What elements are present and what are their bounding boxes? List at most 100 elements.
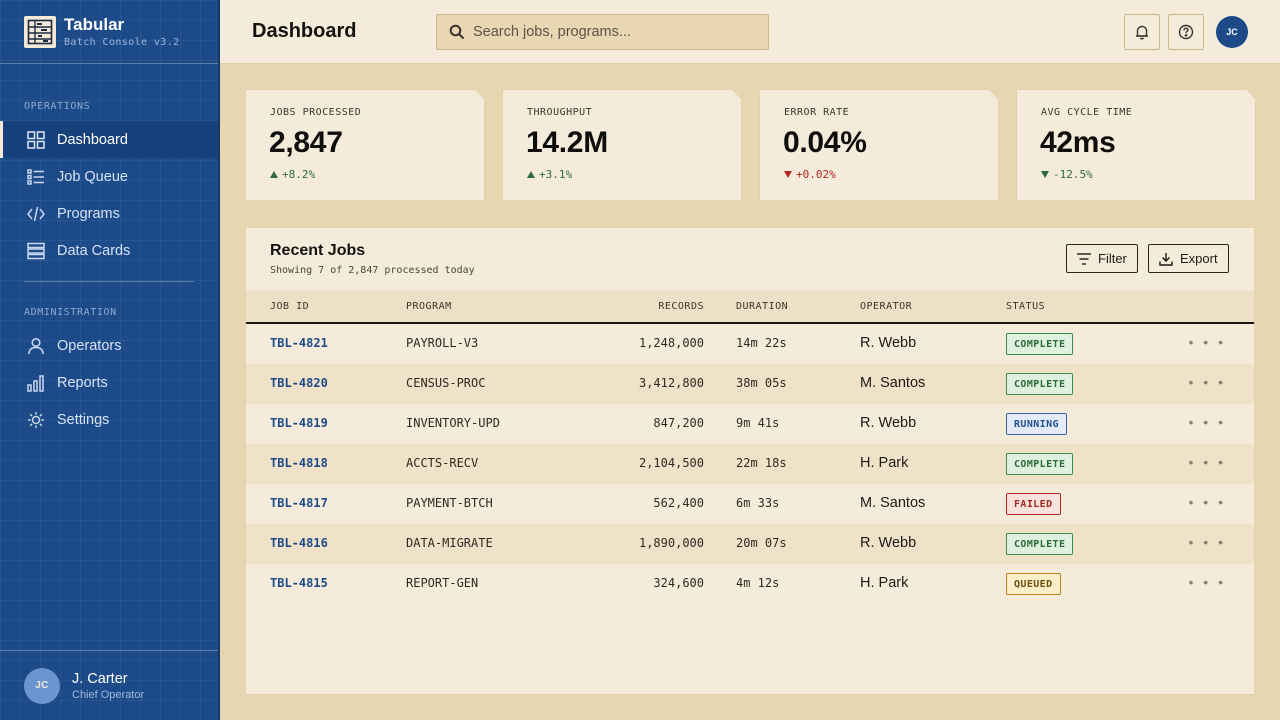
operator-cell: H. Park bbox=[860, 455, 909, 471]
list-icon bbox=[26, 167, 46, 187]
panel-subtitle: Showing 7 of 2,847 processed today bbox=[270, 265, 475, 276]
sidebar-item-programs[interactable]: Programs bbox=[0, 195, 218, 232]
program-cell: ACCTS-RECV bbox=[406, 456, 479, 470]
gear-icon bbox=[26, 410, 46, 430]
recent-jobs-panel: Recent Jobs Showing 7 of 2,847 processed… bbox=[245, 227, 1255, 695]
more-actions-icon[interactable]: • • • bbox=[1188, 534, 1226, 550]
search-input[interactable] bbox=[473, 24, 753, 40]
operator-cell: R. Webb bbox=[860, 335, 917, 351]
notifications-button[interactable] bbox=[1124, 14, 1160, 50]
sidebar-item-data-cards[interactable]: Data Cards bbox=[0, 232, 218, 269]
records-cell: 1,248,000 bbox=[638, 336, 704, 350]
operator-cell: H. Park bbox=[860, 575, 909, 591]
arrow-down-icon bbox=[784, 168, 792, 181]
page-title: Dashboard bbox=[252, 20, 357, 42]
column-header-status[interactable]: STATUS bbox=[1006, 301, 1046, 312]
table-row[interactable]: TBL-4819 INVENTORY-UPD 847,200 9m 41s R.… bbox=[246, 404, 1254, 444]
arrow-down-icon bbox=[1041, 168, 1049, 181]
stat-delta-value: +8.2% bbox=[282, 168, 316, 181]
operator-cell: R. Webb bbox=[860, 535, 917, 551]
stat-delta: -12.5% bbox=[1041, 168, 1093, 181]
job-id-link[interactable]: TBL-4815 bbox=[270, 576, 328, 590]
table-row[interactable]: TBL-4815 REPORT-GEN 324,600 4m 12s H. Pa… bbox=[246, 564, 1254, 604]
stat-card-error-rate: ERROR RATE 0.04% +0.02% bbox=[759, 89, 999, 201]
more-actions-icon[interactable]: • • • bbox=[1188, 414, 1226, 430]
records-cell: 1,890,000 bbox=[638, 536, 704, 550]
job-id-link[interactable]: TBL-4820 bbox=[270, 376, 328, 390]
status-badge: COMPLETE bbox=[1006, 373, 1074, 395]
filter-button[interactable]: Filter bbox=[1066, 244, 1138, 273]
current-user[interactable]: JC J. Carter Chief Operator bbox=[0, 650, 218, 720]
column-header-job-id[interactable]: JOB ID bbox=[270, 301, 310, 312]
job-id-link[interactable]: TBL-4816 bbox=[270, 536, 328, 550]
job-id-link[interactable]: TBL-4821 bbox=[270, 336, 328, 350]
column-header-records[interactable]: RECORDS bbox=[658, 301, 704, 312]
status-badge: FAILED bbox=[1006, 493, 1061, 515]
help-button[interactable] bbox=[1168, 14, 1204, 50]
status-badge: QUEUED bbox=[1006, 573, 1061, 595]
duration-cell: 6m 33s bbox=[736, 496, 780, 510]
job-id-link[interactable]: TBL-4817 bbox=[270, 496, 328, 510]
table-header: JOB ID PROGRAM RECORDS DURATION OPERATOR… bbox=[246, 291, 1254, 324]
database-icon bbox=[26, 241, 46, 261]
column-header-program[interactable]: PROGRAM bbox=[406, 301, 452, 312]
table-row[interactable]: TBL-4816 DATA-MIGRATE 1,890,000 20m 07s … bbox=[246, 524, 1254, 564]
top-header: Dashboard JC bbox=[220, 0, 1280, 64]
search-bar[interactable] bbox=[436, 14, 769, 50]
column-header-operator[interactable]: OPERATOR bbox=[860, 301, 913, 312]
sidebar-item-dashboard[interactable]: Dashboard bbox=[0, 121, 218, 158]
sidebar-item-job-queue[interactable]: Job Queue bbox=[0, 158, 218, 195]
tabular-logo-icon bbox=[24, 15, 56, 48]
program-cell: PAYROLL-V3 bbox=[406, 336, 479, 350]
code-icon bbox=[26, 204, 46, 224]
duration-cell: 4m 12s bbox=[736, 576, 780, 590]
status-badge: COMPLETE bbox=[1006, 533, 1074, 555]
program-cell: CENSUS-PROC bbox=[406, 376, 486, 390]
table-row[interactable]: TBL-4817 PAYMENT-BTCH 562,400 6m 33s M. … bbox=[246, 484, 1254, 524]
more-actions-icon[interactable]: • • • bbox=[1188, 494, 1226, 510]
stat-label: JOBS PROCESSED bbox=[270, 107, 362, 118]
more-actions-icon[interactable]: • • • bbox=[1188, 334, 1226, 350]
stat-card-avg-cycle-time: AVG CYCLE TIME 42ms -12.5% bbox=[1016, 89, 1256, 201]
program-cell: PAYMENT-BTCH bbox=[406, 496, 493, 510]
job-id-link[interactable]: TBL-4819 bbox=[270, 416, 328, 430]
filter-label: Filter bbox=[1098, 251, 1127, 266]
brand-name: Tabular bbox=[64, 15, 125, 34]
header-avatar[interactable]: JC bbox=[1216, 16, 1248, 48]
table-row[interactable]: TBL-4821 PAYROLL-V3 1,248,000 14m 22s R.… bbox=[246, 324, 1254, 364]
user-name: J. Carter bbox=[72, 670, 128, 687]
export-label: Export bbox=[1180, 251, 1218, 266]
column-header-duration[interactable]: DURATION bbox=[736, 301, 789, 312]
status-badge: COMPLETE bbox=[1006, 333, 1074, 355]
sidebar-item-label: Data Cards bbox=[57, 242, 131, 259]
panel-title: Recent Jobs bbox=[270, 242, 366, 259]
sidebar-item-label: Settings bbox=[57, 411, 110, 428]
duration-cell: 9m 41s bbox=[736, 416, 780, 430]
bell-icon bbox=[1134, 24, 1150, 40]
bar-chart-icon bbox=[26, 373, 46, 393]
more-actions-icon[interactable]: • • • bbox=[1188, 454, 1226, 470]
more-actions-icon[interactable]: • • • bbox=[1188, 374, 1226, 390]
program-cell: REPORT-GEN bbox=[406, 576, 479, 590]
table-row[interactable]: TBL-4820 CENSUS-PROC 3,412,800 38m 05s M… bbox=[246, 364, 1254, 404]
stat-value: 0.04% bbox=[783, 126, 867, 159]
program-cell: DATA-MIGRATE bbox=[406, 536, 493, 550]
sidebar-item-reports[interactable]: Reports bbox=[0, 364, 218, 401]
job-id-link[interactable]: TBL-4818 bbox=[270, 456, 328, 470]
table-row[interactable]: TBL-4818 ACCTS-RECV 2,104,500 22m 18s H.… bbox=[246, 444, 1254, 484]
records-cell: 847,200 bbox=[653, 416, 704, 430]
sidebar-item-operators[interactable]: Operators bbox=[0, 327, 218, 364]
operator-cell: M. Santos bbox=[860, 495, 926, 511]
brand-version: Batch Console v3.2 bbox=[64, 37, 180, 48]
sidebar-item-label: Reports bbox=[57, 374, 108, 391]
sidebar-item-label: Dashboard bbox=[57, 131, 128, 148]
sidebar: Tabular Batch Console v3.2 OPERATIONS Da… bbox=[0, 0, 220, 720]
filter-icon bbox=[1077, 252, 1091, 265]
sidebar-item-settings[interactable]: Settings bbox=[0, 401, 218, 438]
stat-label: ERROR RATE bbox=[784, 107, 850, 118]
stat-delta-value: +0.02% bbox=[796, 168, 836, 181]
export-button[interactable]: Export bbox=[1148, 244, 1229, 273]
nav-section-operations: OPERATIONS bbox=[24, 101, 91, 112]
more-actions-icon[interactable]: • • • bbox=[1188, 574, 1226, 590]
status-badge: RUNNING bbox=[1006, 413, 1067, 435]
